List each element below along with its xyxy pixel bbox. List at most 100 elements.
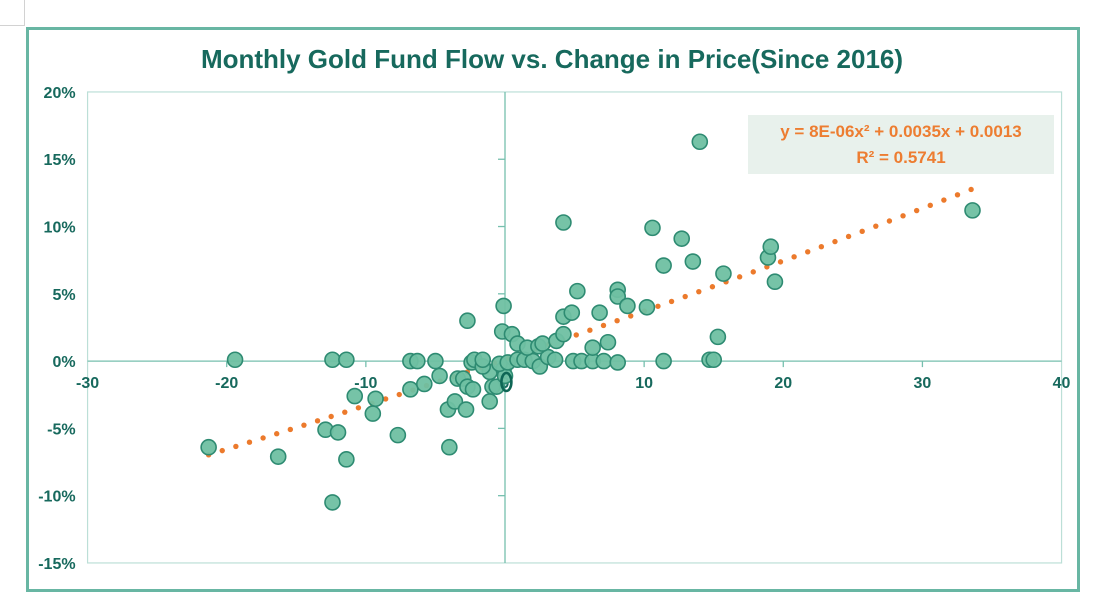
- x-axis-tick-label: 40: [1053, 375, 1071, 392]
- scatter-point: [324, 351, 341, 369]
- trendline-dot: [274, 431, 280, 437]
- plot-area-border: [86, 91, 1063, 564]
- trendline-dot: [628, 313, 634, 319]
- chart-title: Monthly Gold Fund Flow vs. Change in Pri…: [200, 44, 904, 74]
- y-axis-tick-label: -10%: [38, 489, 75, 506]
- scatter-point: [555, 325, 572, 343]
- trendline-dot: [682, 293, 688, 300]
- scatter-point: [269, 448, 287, 465]
- trendline-dot: [600, 322, 607, 329]
- scatter-point: [638, 298, 656, 316]
- trendline-dot: [314, 418, 321, 424]
- scatter-point: [705, 351, 723, 369]
- scatter-point: [200, 438, 217, 456]
- trendline-dot: [900, 213, 906, 219]
- x-axis-tick-label: -30: [76, 375, 99, 392]
- x-axis-tick-label: 20: [774, 375, 792, 392]
- y-axis-tick-label: -15%: [38, 556, 75, 573]
- scatter-point: [691, 133, 709, 151]
- scatter-point: [474, 351, 492, 369]
- trendline-dot: [696, 288, 702, 295]
- scatter-point: [364, 405, 382, 422]
- scatter-point: [431, 367, 448, 385]
- trendline-dot: [287, 426, 294, 433]
- trendline-dot: [587, 327, 593, 333]
- scatter-point: [709, 328, 727, 346]
- trendline-dot: [355, 405, 362, 411]
- scatter-point: [619, 297, 636, 315]
- trendline-dot: [655, 303, 661, 309]
- x-axis-tick-label: 10: [635, 375, 653, 392]
- trendline-dot: [941, 197, 947, 203]
- scatter-point: [563, 304, 581, 321]
- trendline-dot: [382, 396, 389, 402]
- scatter-point: [762, 238, 780, 256]
- trendline-dot: [668, 298, 675, 305]
- scatter-point: [609, 354, 627, 371]
- y-axis-tick-label: 0%: [52, 354, 75, 371]
- scatter-point: [673, 230, 691, 247]
- trendline-dot: [805, 249, 811, 255]
- trendline-dot: [845, 233, 852, 240]
- y-axis-tick-label: 15%: [44, 152, 76, 169]
- trendline-equation-label[interactable]: y = 8E-06x² + 0.0035x + 0.0013 R² = 0.57…: [748, 115, 1054, 174]
- scatter-point: [495, 297, 512, 315]
- scatter-point: [457, 401, 475, 418]
- scatter-point: [555, 214, 572, 231]
- x-axis-tick-label: 30: [914, 375, 932, 392]
- scatter-point: [599, 333, 617, 351]
- chart-frame[interactable]: [26, 27, 1080, 592]
- scatter-point: [655, 257, 672, 274]
- open-ellipse-marker: [500, 371, 513, 393]
- trendline-dot: [968, 186, 974, 193]
- scatter-point: [584, 339, 601, 356]
- y-axis-tick-label: 5%: [52, 287, 75, 304]
- equation-text: y = 8E-06x² + 0.0035x + 0.0013: [780, 121, 1022, 141]
- scatter-point: [402, 381, 419, 398]
- trendline-dot: [246, 439, 253, 445]
- scatter-point: [715, 265, 732, 282]
- scatter-point: [684, 253, 702, 270]
- scatter-point: [367, 390, 384, 408]
- scatter-point: [964, 202, 981, 219]
- scatter-point: [441, 438, 458, 456]
- trendline-dot: [573, 332, 579, 338]
- scatter-point: [595, 352, 613, 370]
- scatter-point: [409, 352, 426, 370]
- scatter-point: [338, 451, 355, 468]
- scatter-point: [569, 282, 586, 300]
- x-axis-tick-label: -20: [215, 375, 238, 392]
- scatter-point: [546, 351, 564, 369]
- scatter-point: [427, 352, 444, 370]
- trendline-dot: [913, 207, 920, 214]
- trendline-dot: [832, 238, 838, 245]
- scatter-point: [481, 393, 498, 410]
- trendline-dot: [954, 192, 961, 198]
- trendline-dot: [301, 422, 307, 428]
- trendline-dot: [777, 259, 784, 265]
- scatter-point: [329, 424, 347, 441]
- scatter-point: [644, 219, 661, 237]
- scatter-point: [446, 393, 464, 410]
- trendline-dot: [873, 223, 879, 229]
- trendline-dot: [396, 391, 402, 398]
- trendline-dot: [736, 274, 743, 280]
- scatter-point: [655, 352, 672, 370]
- trendline-dot: [328, 413, 334, 420]
- scatter-point: [226, 351, 244, 369]
- trendline-dot: [342, 409, 348, 415]
- scatter-point: [324, 494, 341, 511]
- scatter-point: [415, 375, 433, 393]
- trendline-dot: [818, 244, 825, 250]
- trendline-dot: [859, 228, 865, 235]
- trendline-dot: [614, 318, 620, 324]
- scatter-point: [346, 387, 364, 405]
- scatter-point: [534, 335, 551, 352]
- scatter-point: [464, 381, 482, 398]
- trendline-dot: [886, 218, 893, 224]
- trendline-dot: [709, 284, 716, 290]
- y-axis-tick-label: -5%: [47, 421, 75, 438]
- scatter-point: [766, 273, 784, 291]
